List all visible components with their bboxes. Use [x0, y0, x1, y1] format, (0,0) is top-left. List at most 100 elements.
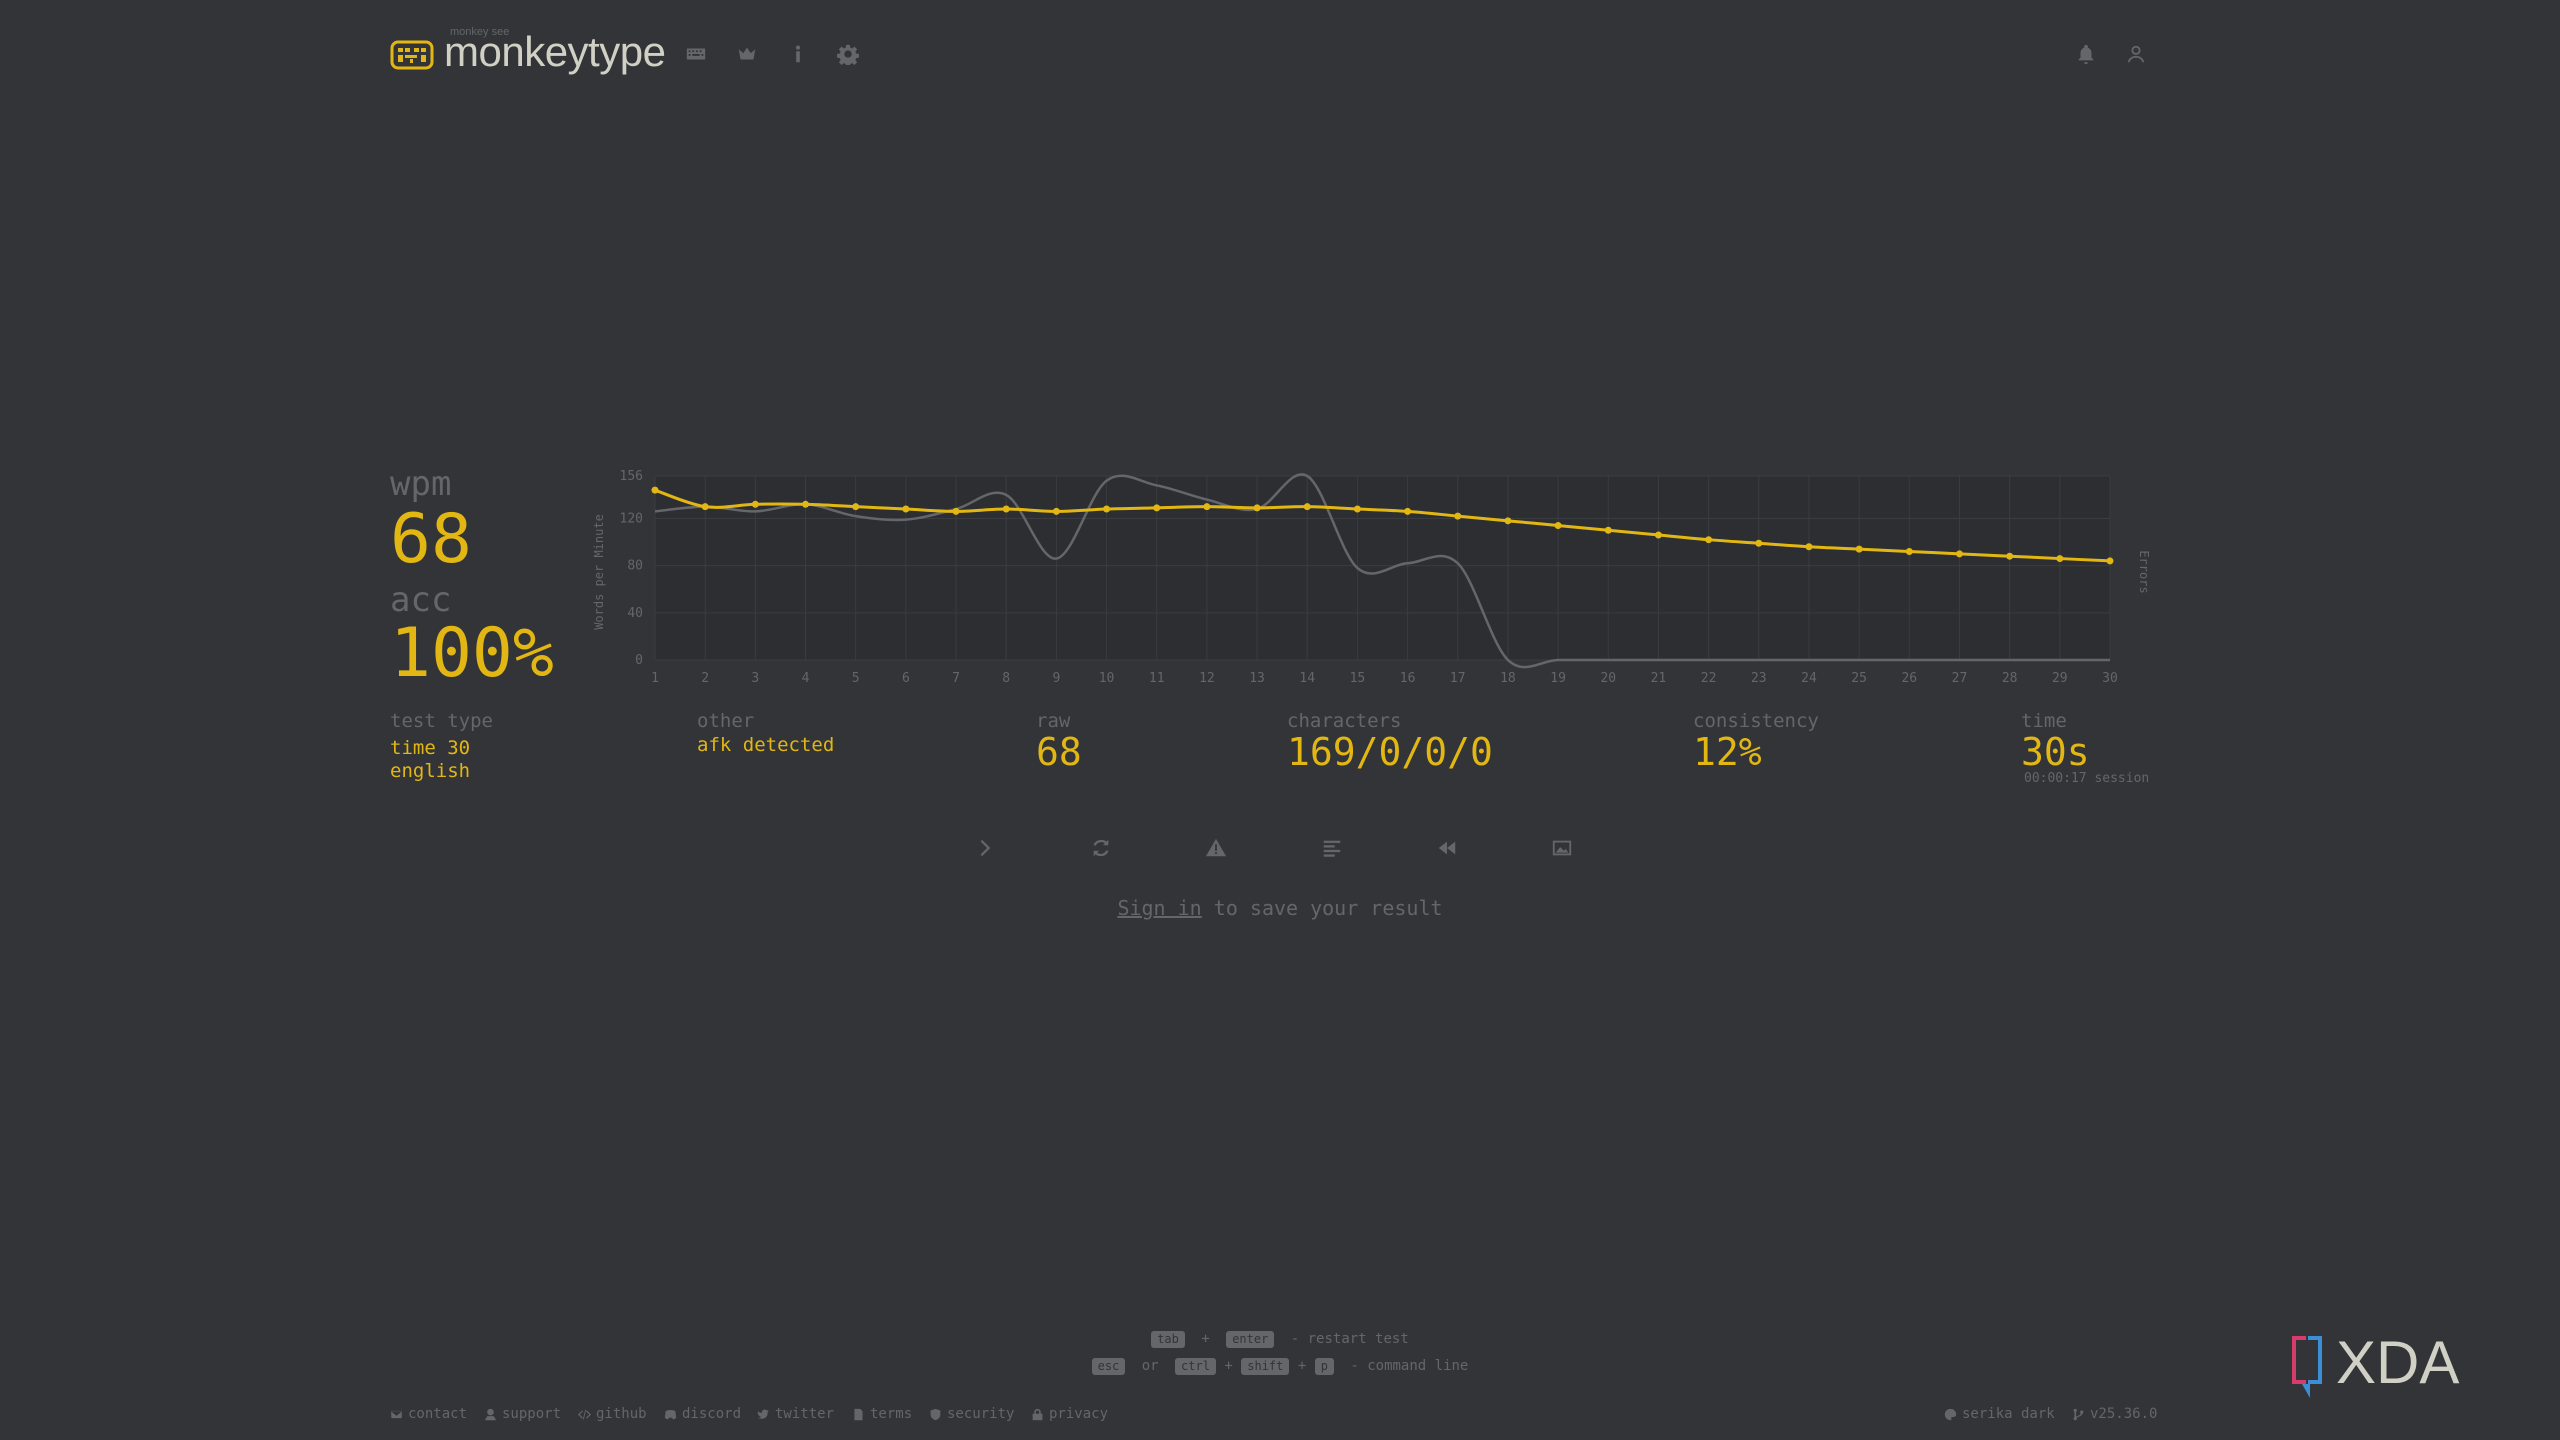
x-tick-label: 28	[2002, 671, 2018, 686]
time-label: time	[2021, 710, 2067, 732]
replay-icon	[1438, 841, 1456, 855]
x-tick-label: 22	[1701, 671, 1717, 686]
point-wpm	[2056, 555, 2064, 563]
footer-contact[interactable]: contact	[390, 1406, 467, 1422]
wpm-chart[interactable]: 1 2 3 4 5 6 7 8 9 10 11 12 13 14 15 16 17 18 19 20 21 22 23 24 2…	[580, 460, 2160, 690]
point-wpm	[651, 486, 659, 494]
y-tick-label: 40	[627, 606, 643, 621]
characters-value: 169/0/0/0	[1287, 730, 1493, 774]
footer-version[interactable]: v25.36.0	[2072, 1406, 2157, 1422]
restart-icon	[1093, 839, 1109, 857]
keyboard-icon[interactable]	[682, 40, 710, 68]
plus-sign: +	[1224, 1358, 1233, 1374]
x-tick-label: 9	[1052, 671, 1060, 686]
signin-prompt: Sign in to save your result	[0, 896, 2560, 920]
point-wpm	[751, 500, 759, 508]
footer-theme[interactable]: serika dark	[1944, 1406, 2055, 1422]
raw-label: raw	[1036, 710, 1071, 732]
x-tick-label: 5	[852, 671, 860, 686]
signin-text: to save your result	[1201, 896, 1443, 920]
footer-privacy-label: privacy	[1049, 1406, 1109, 1422]
words-history-icon	[1323, 840, 1341, 857]
y2-axis-label: Errors	[2137, 550, 2151, 593]
x-tick-label: 10	[1099, 671, 1115, 686]
footer-github-label: github	[596, 1406, 647, 1422]
or-text: or	[1141, 1358, 1159, 1374]
next-test-button[interactable]	[965, 832, 1005, 864]
xda-logo: XDA	[2292, 1329, 2459, 1398]
code-icon	[578, 1409, 591, 1420]
crown-icon[interactable]	[733, 40, 761, 68]
x-tick-label: 27	[1952, 671, 1968, 686]
x-tick-label: 11	[1149, 671, 1165, 686]
x-tick-label: 19	[1550, 671, 1566, 686]
x-tick-label: 26	[1901, 671, 1917, 686]
logo-tagline: monkey see	[450, 26, 510, 38]
footer-twitter[interactable]: twitter	[757, 1406, 834, 1422]
gear-icon[interactable]	[834, 40, 862, 68]
footer-terms[interactable]: terms	[852, 1406, 912, 1422]
x-tick-label: 14	[1299, 671, 1315, 686]
donate-icon	[484, 1408, 497, 1420]
footer-discord-label: discord	[682, 1406, 742, 1422]
x-tick-label: 15	[1350, 671, 1366, 686]
esc-key: esc	[1091, 1358, 1126, 1375]
y-tick-label: 120	[620, 511, 643, 526]
keyboard-logo-icon[interactable]	[390, 40, 434, 70]
restart-description: - restart test	[1290, 1331, 1409, 1347]
user-icon[interactable]	[2122, 40, 2150, 68]
x-tick-label: 2	[701, 671, 709, 686]
logo-title[interactable]: monkeytype	[444, 28, 666, 75]
footer-security[interactable]: security	[929, 1406, 1014, 1422]
footer-support[interactable]: support	[484, 1406, 561, 1422]
footer-privacy[interactable]: privacy	[1031, 1406, 1108, 1422]
y-tick-label: 80	[627, 559, 643, 574]
shield-icon	[930, 1408, 941, 1420]
raw-value: 68	[1036, 730, 1082, 774]
command-line-shortcut-hint: esc or ctrl + shift + p - command line	[0, 1358, 2560, 1375]
x-tick-label: 8	[1002, 671, 1010, 686]
x-tick-label: 12	[1199, 671, 1215, 686]
signin-link[interactable]: Sign in	[1117, 896, 1202, 920]
point-wpm	[1002, 505, 1010, 513]
point-wpm	[802, 500, 810, 508]
x-tick-label: 1	[651, 671, 659, 686]
point-wpm	[1905, 547, 1913, 555]
point-wpm	[1203, 503, 1211, 511]
footer-theme-label: serika dark	[1962, 1406, 2055, 1422]
x-tick-label: 16	[1400, 671, 1416, 686]
wpm-value: 68	[390, 500, 472, 579]
x-tick-label: 13	[1249, 671, 1265, 686]
x-tick-label: 7	[952, 671, 960, 686]
x-tick-label: 30	[2102, 671, 2118, 686]
screenshot-icon	[1552, 840, 1572, 856]
x-tick-label: 20	[1600, 671, 1616, 686]
point-wpm	[1103, 505, 1111, 513]
restart-button[interactable]	[1081, 832, 1121, 864]
plus-sign: +	[1201, 1331, 1210, 1347]
shift-key: shift	[1241, 1358, 1290, 1375]
words-history-button[interactable]	[1312, 832, 1352, 864]
test-type-mode: time 30	[390, 737, 471, 759]
point-wpm	[852, 503, 860, 511]
y-axis-label: Words per Minute	[592, 514, 606, 630]
screenshot-button[interactable]	[1542, 832, 1582, 864]
replay-button[interactable]	[1427, 832, 1467, 864]
series-line-wpm	[654, 488, 2111, 563]
other-label: other	[697, 710, 755, 732]
characters-label: characters	[1287, 710, 1402, 732]
point-wpm	[701, 503, 709, 511]
report-button[interactable]	[1196, 832, 1236, 864]
footer-support-label: support	[502, 1406, 562, 1422]
point-wpm	[1755, 539, 1763, 547]
accuracy-label: acc	[390, 580, 452, 620]
point-wpm	[1253, 504, 1261, 512]
point-wpm	[1554, 522, 1562, 530]
consistency-value: 12%	[1693, 730, 1762, 774]
footer-discord[interactable]: discord	[664, 1406, 741, 1422]
footer-contact-label: contact	[408, 1406, 468, 1422]
point-wpm	[1705, 536, 1713, 544]
info-icon[interactable]	[784, 40, 812, 68]
footer-github[interactable]: github	[578, 1406, 647, 1422]
bell-icon[interactable]	[2072, 40, 2100, 68]
